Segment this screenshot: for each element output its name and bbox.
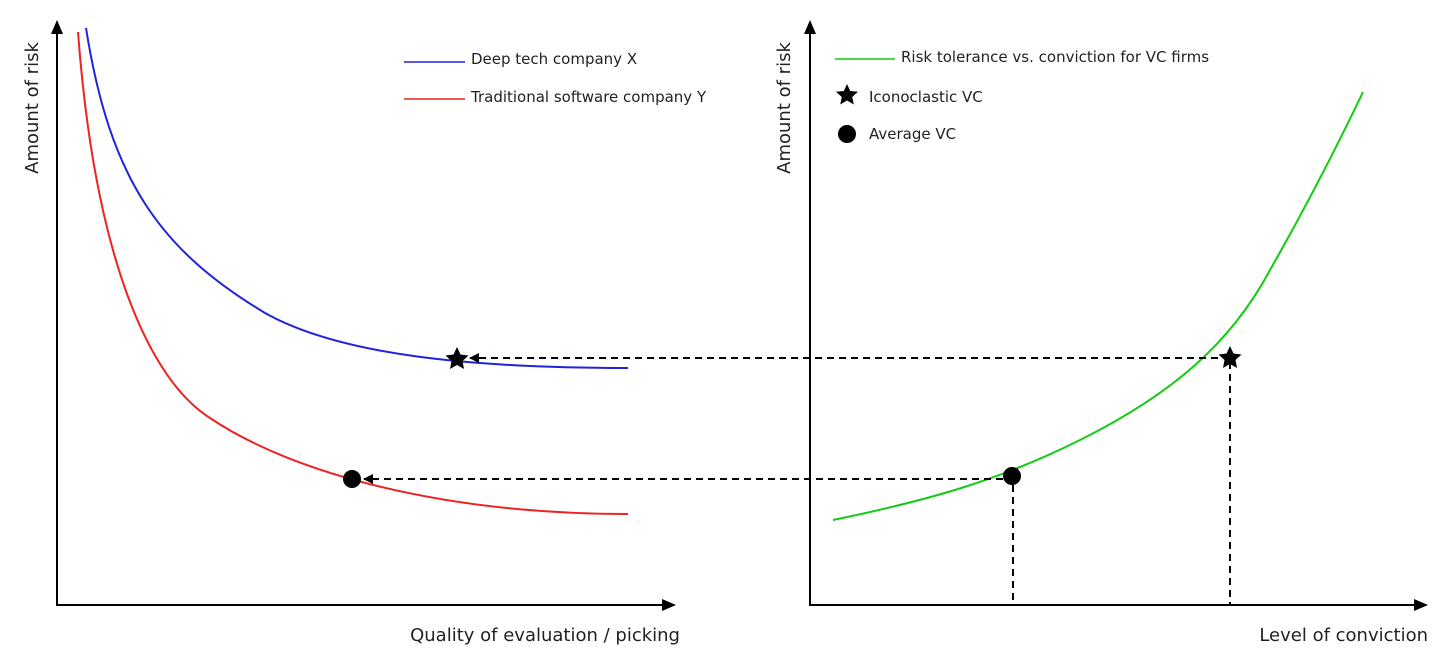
deep-tech-curve	[85, 27, 629, 369]
left-y-axis-label: Amount of risk	[22, 42, 43, 174]
left-x-axis-arrow	[662, 599, 676, 611]
iconoclastic-star-icon	[1218, 346, 1242, 368]
left-panel: Amount of risk Quality of evaluation / p…	[22, 20, 707, 646]
legend-label-vc-curve: Risk tolerance vs. conviction for VC fir…	[901, 48, 1209, 66]
right-x-axis-arrow	[1414, 599, 1428, 611]
legend-circle-icon	[838, 125, 856, 143]
average-vc-circle-icon	[1003, 467, 1021, 485]
left-legend: Deep tech company X Traditional software…	[404, 50, 707, 106]
legend-label-traditional: Traditional software company Y	[470, 88, 707, 106]
traditional-circle-icon	[343, 470, 361, 488]
right-panel: Amount of risk Level of conviction Risk …	[774, 20, 1428, 646]
traditional-software-curve	[77, 31, 629, 515]
legend-label-iconoclastic: Iconoclastic VC	[869, 88, 983, 106]
guide-lines	[363, 353, 1231, 604]
left-x-axis-label: Quality of evaluation / picking	[410, 625, 680, 646]
legend-star-icon	[836, 84, 858, 105]
legend-label-deep-tech: Deep tech company X	[471, 50, 637, 68]
right-y-axis-arrow	[804, 20, 816, 34]
right-y-axis-label: Amount of risk	[774, 42, 795, 174]
right-x-axis-label: Level of conviction	[1259, 625, 1428, 646]
right-legend: Risk tolerance vs. conviction for VC fir…	[835, 48, 1209, 143]
left-y-axis-arrow	[51, 20, 63, 34]
deep-tech-star-icon	[445, 347, 469, 369]
vc-risk-tolerance-curve	[832, 91, 1364, 521]
legend-label-average: Average VC	[869, 125, 956, 143]
